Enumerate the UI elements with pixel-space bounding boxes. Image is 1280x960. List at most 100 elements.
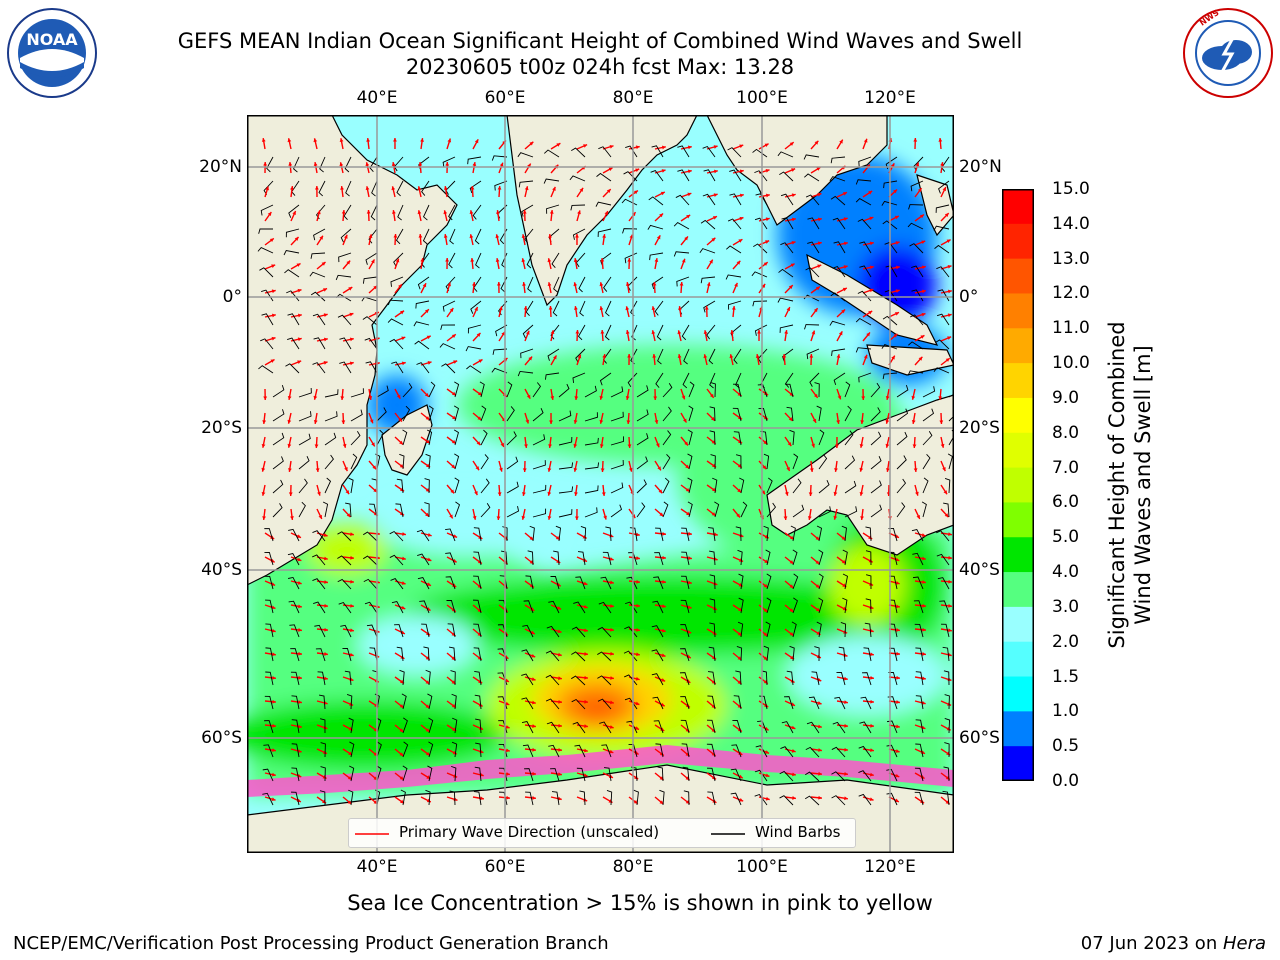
wave-direction-arrowhead: [443, 186, 448, 190]
wind-barb: [789, 645, 795, 662]
wind-barb: [832, 721, 846, 734]
wind-barb: [709, 550, 716, 566]
wind-barb: [417, 577, 430, 590]
wind-barb: [633, 789, 639, 806]
wave-direction-arrowhead: [844, 796, 848, 801]
wave-direction-arrowhead: [524, 444, 528, 448]
wind-barb: [473, 527, 482, 542]
wind-barb: [811, 671, 820, 686]
wave-direction-arrowhead: [453, 360, 458, 364]
wind-barb: [451, 693, 457, 710]
wave-direction-arrowhead: [838, 331, 843, 336]
wind-barb: [571, 675, 586, 686]
wind-barb: [545, 698, 560, 710]
wind-barb: [601, 744, 612, 758]
wave-direction-arrowhead: [425, 728, 430, 732]
wind-barb: [777, 151, 794, 158]
wind-barb: [387, 299, 404, 306]
wave-direction-arrowhead: [860, 420, 865, 424]
wind-barb: [652, 696, 664, 710]
wind-barb: [779, 795, 794, 806]
wave-direction-arrowhead: [681, 258, 686, 263]
wind-barb: [265, 623, 274, 638]
wave-direction-arrowhead: [948, 628, 952, 633]
wind-barb: [832, 265, 846, 278]
wind-barb: [298, 433, 311, 446]
wave-direction-arrowhead: [704, 306, 709, 310]
wave-direction-arrowhead: [420, 138, 424, 142]
wind-barb: [309, 271, 326, 278]
wind-barb-legend-line: [711, 833, 745, 835]
wind-barb: [264, 575, 274, 590]
wind-barb: [896, 478, 907, 494]
wind-barb: [425, 669, 431, 686]
wind-barb: [517, 152, 534, 158]
wind-barb: [376, 385, 389, 398]
wind-barb: [683, 348, 690, 365]
colorbar-tick-label: 1.0: [1052, 701, 1080, 722]
wave-direction-arrowhead: [791, 749, 796, 753]
wind-barb: [495, 324, 508, 337]
wind-barb: [818, 549, 824, 566]
wave-direction-arrowhead: [501, 331, 505, 336]
wind-barb: [288, 600, 300, 614]
wave-direction-arrowhead: [271, 313, 276, 318]
wind-barb: [733, 383, 742, 398]
wave-direction-arrowhead: [469, 234, 474, 239]
wind-barb: [673, 222, 690, 230]
wind-barb: [577, 324, 586, 341]
map-legend: Primary Wave Direction (unscaled) Wind B…: [348, 818, 856, 848]
wave-direction-arrowhead: [661, 169, 666, 173]
wind-barb: [805, 267, 820, 278]
wave-direction-arrowhead: [313, 420, 318, 424]
wave-direction-arrowhead: [475, 466, 480, 471]
wind-barb: [937, 577, 950, 590]
wave-direction-arrowhead: [547, 467, 552, 472]
wind-barb: [733, 695, 742, 710]
colorbar-tick-label: 2.0: [1052, 631, 1080, 652]
lat-tick-left: 60°S: [201, 728, 242, 748]
wind-barb: [416, 362, 430, 374]
wind-barb: [402, 405, 411, 422]
wave-direction-arrowhead: [574, 516, 579, 520]
wave-direction-arrowhead: [610, 700, 614, 705]
wave-direction-arrowhead: [321, 262, 326, 266]
wave-direction-arrowhead: [522, 210, 527, 214]
wave-direction-arrowhead: [922, 580, 926, 584]
wave-direction-arrowhead: [349, 652, 354, 657]
wind-barb: [752, 148, 768, 158]
wave-direction-arrowhead: [739, 169, 744, 174]
wave-direction-arrowhead: [703, 354, 708, 359]
wave-direction-arrowhead: [290, 516, 294, 520]
wind-barb: [298, 501, 306, 518]
wind-barb: [546, 204, 560, 214]
wind-barb: [830, 292, 846, 302]
wave-direction-arrowhead: [315, 468, 320, 472]
wind-barb: [681, 575, 690, 590]
wave-direction-arrowhead: [426, 439, 431, 444]
wind-barb: [886, 768, 898, 782]
wind-barb: [729, 193, 742, 206]
wind-barb: [395, 503, 404, 518]
wave-direction-arrowhead: [288, 468, 292, 472]
wave-direction-arrowhead: [844, 723, 848, 728]
wind-barb: [915, 671, 924, 686]
wind-barb: [855, 317, 872, 326]
wind-barb: [318, 180, 326, 197]
wind-barb: [687, 501, 693, 518]
wind-barb: [480, 429, 488, 446]
wind-barb: [948, 415, 954, 422]
wave-direction-arrowhead: [655, 443, 660, 448]
wind-barb: [816, 525, 823, 542]
wave-direction-arrowhead: [272, 748, 276, 753]
wind-barb: [390, 578, 404, 590]
wind-barb: [427, 693, 433, 710]
wind-barb: [707, 671, 716, 686]
wind-barb: [680, 648, 690, 662]
wind-barb: [272, 479, 284, 494]
wind-barb: [818, 573, 824, 590]
wave-direction-arrowhead: [348, 287, 353, 291]
wave-direction-arrowhead: [261, 491, 266, 496]
wave-direction-arrowhead: [947, 264, 952, 269]
wave-direction-arrowhead: [839, 139, 843, 144]
